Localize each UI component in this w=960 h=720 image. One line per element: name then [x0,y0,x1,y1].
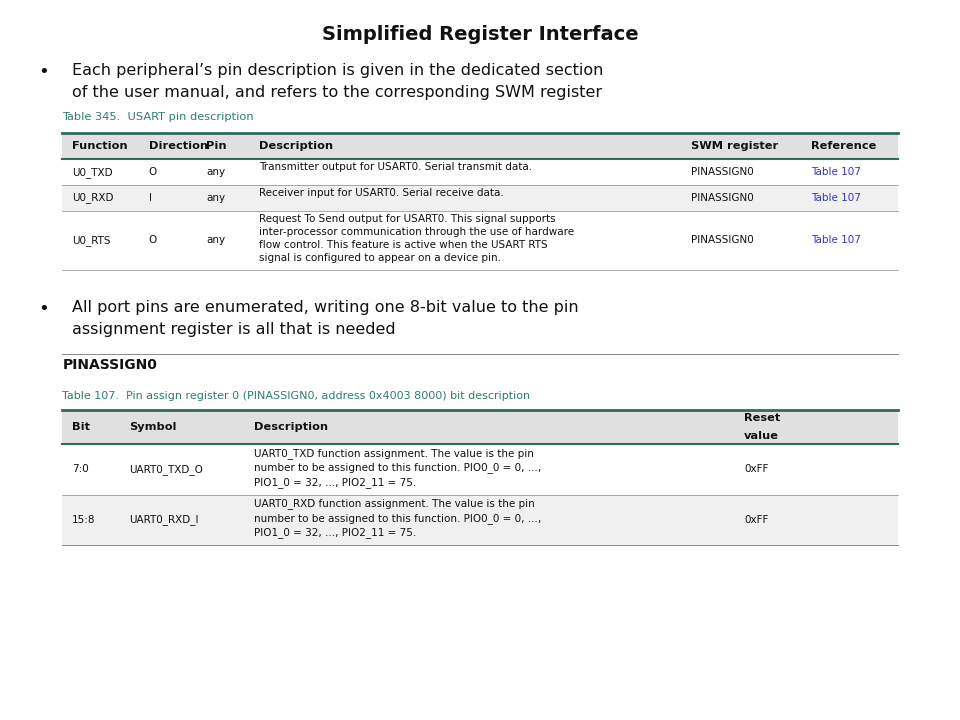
Text: inter-processor communication through the use of hardware: inter-processor communication through th… [259,227,574,237]
Text: Reference: Reference [811,141,876,151]
Text: any: any [206,193,226,203]
Text: 15:8: 15:8 [72,515,95,525]
Text: Description: Description [254,422,328,432]
Text: •: • [38,300,49,318]
Text: U0_RTS: U0_RTS [72,235,110,246]
Text: Transmitter output for USART0. Serial transmit data.: Transmitter output for USART0. Serial tr… [259,162,533,172]
Text: any: any [206,167,226,177]
Text: PINASSIGN0: PINASSIGN0 [691,235,754,246]
Bar [62,444,898,495]
Text: U0_TXD: U0_TXD [72,166,112,178]
Bar [62,133,898,159]
Text: flow control. This feature is active when the USART RTS: flow control. This feature is active whe… [259,240,548,250]
Bar [62,495,898,545]
Text: UART0_RXD function assignment. The value is the pin: UART0_RXD function assignment. The value… [254,498,535,509]
Text: value: value [744,431,779,441]
Text: Table 345.  USART pin description: Table 345. USART pin description [62,112,254,122]
Text: 7:0: 7:0 [72,464,88,474]
Text: U0_RXD: U0_RXD [72,192,113,204]
Text: O: O [149,167,157,177]
Text: of the user manual, and refers to the corresponding SWM register: of the user manual, and refers to the co… [72,85,602,100]
Text: Receiver input for USART0. Serial receive data.: Receiver input for USART0. Serial receiv… [259,188,504,198]
Text: UART0_TXD function assignment. The value is the pin: UART0_TXD function assignment. The value… [254,448,535,459]
Text: •: • [38,63,49,81]
Text: Each peripheral’s pin description is given in the dedicated section: Each peripheral’s pin description is giv… [72,63,604,78]
Text: Description: Description [259,141,333,151]
Text: assignment register is all that is needed: assignment register is all that is neede… [72,322,396,337]
Text: PIO1_0 = 32, ..., PIO2_11 = 75.: PIO1_0 = 32, ..., PIO2_11 = 75. [254,527,417,538]
Text: PINASSIGN0: PINASSIGN0 [691,167,754,177]
Text: Reset: Reset [744,413,780,423]
Text: UART0_TXD_O: UART0_TXD_O [130,464,204,475]
Bar [62,410,898,444]
Text: SWM register: SWM register [691,141,779,151]
Text: UART0_RXD_I: UART0_RXD_I [130,514,199,526]
Text: 0xFF: 0xFF [744,464,768,474]
Text: Table 107: Table 107 [811,235,861,246]
Text: I: I [149,193,152,203]
Text: Table 107: Table 107 [811,167,861,177]
Bar [62,159,898,185]
Text: Request To Send output for USART0. This signal supports: Request To Send output for USART0. This … [259,214,556,224]
Text: Table 107: Table 107 [811,193,861,203]
Text: number to be assigned to this function. PIO0_0 = 0, ...,: number to be assigned to this function. … [254,462,541,473]
Text: Simplified Register Interface: Simplified Register Interface [322,25,638,44]
Text: Table 107.  Pin assign register 0 (PINASSIGN0, address 0x4003 8000) bit descript: Table 107. Pin assign register 0 (PINASS… [62,391,531,401]
Text: O: O [149,235,157,246]
Text: Pin: Pin [206,141,227,151]
Bar [62,211,898,270]
Text: 0xFF: 0xFF [744,515,768,525]
Text: Symbol: Symbol [130,422,177,432]
Text: Function: Function [72,141,128,151]
Text: PINASSIGN0: PINASSIGN0 [62,358,157,372]
Text: Direction: Direction [149,141,208,151]
Text: any: any [206,235,226,246]
Bar [62,185,898,211]
Text: PINASSIGN0: PINASSIGN0 [691,193,754,203]
Text: Bit: Bit [72,422,90,432]
Text: PIO1_0 = 32, ..., PIO2_11 = 75.: PIO1_0 = 32, ..., PIO2_11 = 75. [254,477,417,487]
Text: signal is configured to appear on a device pin.: signal is configured to appear on a devi… [259,253,501,263]
Text: number to be assigned to this function. PIO0_0 = 0, ...,: number to be assigned to this function. … [254,513,541,523]
Text: All port pins are enumerated, writing one 8-bit value to the pin: All port pins are enumerated, writing on… [72,300,579,315]
